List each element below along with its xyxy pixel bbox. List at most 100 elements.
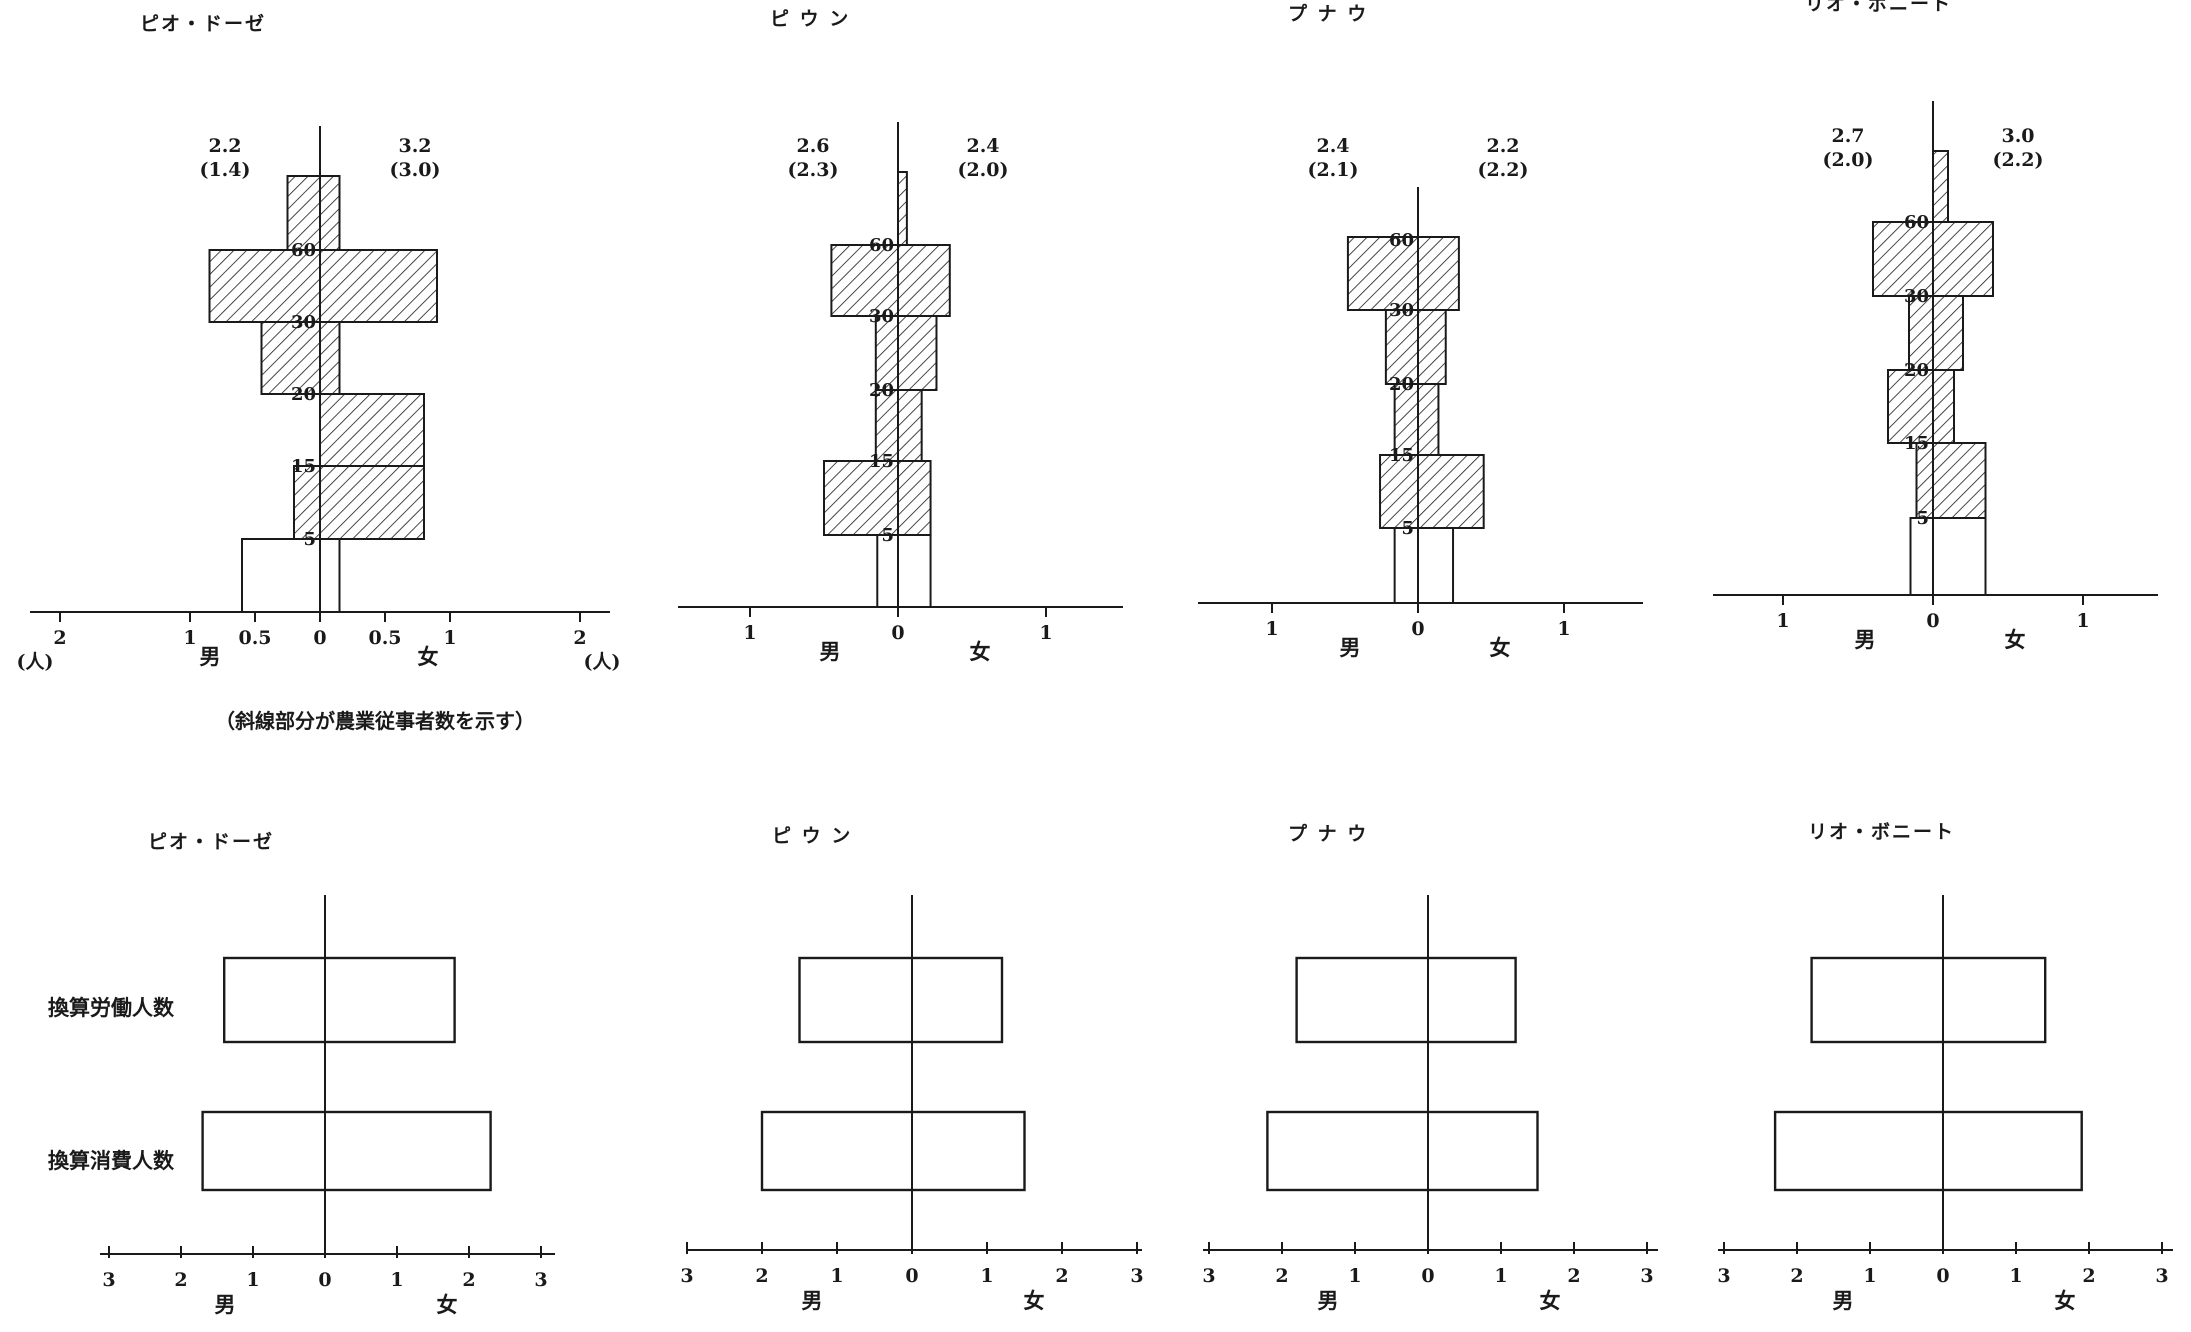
x-tick-label: 1 — [246, 1269, 259, 1291]
pyramid-bar — [823, 460, 932, 536]
age-label: 15 — [869, 451, 894, 472]
x-tick-label: 1 — [443, 627, 456, 649]
male-total: 2.4 — [1316, 135, 1349, 157]
row-label-consumption: 換算消費人数 — [48, 1148, 175, 1173]
x-tick-label: 0.5 — [368, 627, 401, 649]
chart-title: プ ナ ウ — [1288, 2, 1368, 25]
x-tick-label: 1 — [390, 1269, 403, 1291]
age-label: 15 — [291, 456, 316, 477]
x-tick-label: 0 — [905, 1265, 918, 1287]
age-label: 5 — [303, 529, 316, 550]
x-tick-label: 2 — [573, 627, 586, 649]
x-tick-label: 3 — [2155, 1265, 2168, 1287]
age-label: 20 — [869, 380, 894, 401]
female-total: 3.0 — [2001, 125, 2034, 147]
age-label: 60 — [291, 240, 316, 261]
legend-note: （斜線部分が農業従事者数を示す） — [215, 709, 535, 733]
pyramid-bar — [1908, 295, 1964, 371]
x-tick-label: 1 — [1863, 1265, 1876, 1287]
x-tick-label: 2 — [462, 1269, 475, 1291]
x-tick-label: 1 — [980, 1265, 993, 1287]
age-label: 60 — [1904, 212, 1929, 233]
age-label: 30 — [1904, 286, 1929, 307]
x-tick-label: 2 — [1055, 1265, 1068, 1287]
x-tick-label: 3 — [1202, 1265, 1215, 1287]
age-label: 60 — [869, 235, 894, 256]
female-total: 2.4 — [966, 135, 999, 157]
pyramid-bar — [1384, 309, 1447, 385]
female-axis-label: 女 — [437, 1292, 458, 1317]
unit-label-left: (人) — [17, 651, 54, 673]
male-axis-label: 男 — [1855, 627, 1876, 652]
age-label: 5 — [1401, 518, 1414, 539]
x-tick-label: 0 — [1936, 1265, 1949, 1287]
age-label: 20 — [1389, 374, 1414, 395]
x-tick-label: 2 — [1275, 1265, 1288, 1287]
age-label: 30 — [869, 306, 894, 327]
pyramid-bar — [286, 175, 341, 251]
chart-title: リオ・ボニート — [1805, 0, 1952, 15]
female-axis-label: 女 — [1540, 1288, 1561, 1313]
chart-title: ピ ウ ン — [772, 825, 852, 847]
age-label: 60 — [1389, 230, 1414, 251]
female-total-sub: (2.0) — [957, 159, 1008, 181]
pyramid-bar — [1346, 236, 1460, 311]
pyramid-bar — [1393, 383, 1440, 456]
x-tick-label: 0 — [318, 1269, 331, 1291]
x-tick-label: 2 — [1567, 1265, 1580, 1287]
female-axis-label: 女 — [2005, 627, 2026, 652]
female-total: 3.2 — [398, 135, 431, 157]
x-tick-label: 3 — [1717, 1265, 1730, 1287]
chart-title: プ ナ ウ — [1288, 822, 1368, 845]
diverging-bar — [1266, 1110, 1539, 1192]
male-total: 2.6 — [796, 135, 829, 157]
pyramid-bar — [897, 171, 908, 246]
age-label: 20 — [1904, 360, 1929, 381]
age-label: 5 — [1916, 508, 1929, 529]
x-tick-label: 2 — [1790, 1265, 1803, 1287]
pyramid-bar — [1909, 517, 1987, 596]
pyramid-bar — [260, 321, 341, 395]
male-axis-label: 男 — [802, 1288, 823, 1313]
male-total-sub: (2.3) — [787, 159, 838, 181]
age-label: 30 — [1389, 300, 1414, 321]
x-tick-label: 2 — [174, 1269, 187, 1291]
x-tick-label: 0 — [1421, 1265, 1434, 1287]
female-total-sub: (3.0) — [389, 159, 440, 181]
pyramid-bar — [208, 249, 438, 323]
male-axis-label: 男 — [215, 1292, 236, 1317]
x-tick-label: 3 — [102, 1269, 115, 1291]
diverging-bar — [1810, 956, 2047, 1044]
chart-title: ピオ・ドーゼ — [148, 830, 274, 853]
x-tick-label: 1 — [1494, 1265, 1507, 1287]
male-total-sub: (2.0) — [1822, 149, 1873, 171]
x-tick-label: 3 — [1640, 1265, 1653, 1287]
male-total: 2.2 — [208, 135, 241, 157]
x-tick-label: 0 — [313, 627, 326, 649]
x-tick-label: 2 — [755, 1265, 768, 1287]
x-tick-label: 2 — [2082, 1265, 2095, 1287]
female-axis-label: 女 — [1024, 1288, 1045, 1313]
diverging-bar — [1773, 1110, 2083, 1192]
row-label-labor: 換算労働人数 — [48, 995, 175, 1020]
pyramid-bar — [241, 538, 341, 613]
pyramid-bar — [293, 465, 425, 540]
male-axis-label: 男 — [1340, 635, 1361, 660]
x-tick-label: 1 — [830, 1265, 843, 1287]
age-label: 20 — [291, 384, 316, 405]
unit-label-right: (人) — [584, 651, 621, 673]
x-tick-label: 1 — [183, 627, 196, 649]
pyramid-bar — [1932, 150, 1949, 223]
female-total: 2.2 — [1486, 135, 1519, 157]
age-label: 30 — [291, 312, 316, 333]
male-axis-label: 男 — [1318, 1288, 1339, 1313]
x-tick-label: 1 — [2009, 1265, 2022, 1287]
x-tick-label: 1 — [1776, 610, 1789, 632]
pyramid-bar — [1915, 442, 1987, 519]
chart-title: ピオ・ドーゼ — [140, 12, 266, 35]
diverging-bar — [201, 1110, 492, 1192]
x-tick-label: 1 — [2076, 610, 2089, 632]
x-tick-label: 0 — [1411, 618, 1424, 640]
male-total-sub: (1.4) — [199, 159, 250, 181]
